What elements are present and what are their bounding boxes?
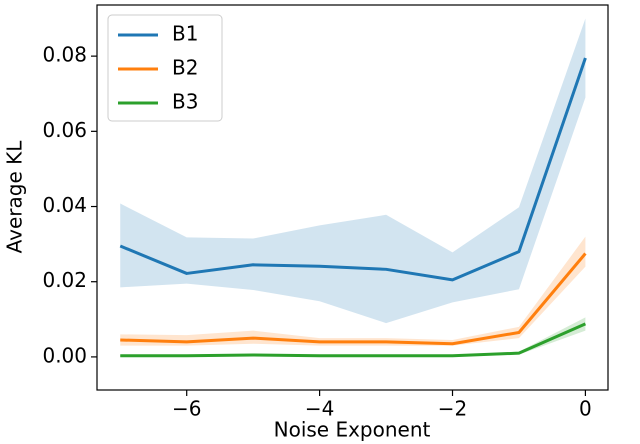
line [120,322,587,358]
y-tick-label: 0.00 [42,343,87,367]
x-axis-label: Noise Exponent [274,418,431,442]
x-tick-label: −6 [172,397,201,421]
y-tick-label: 0.04 [42,193,87,217]
legend-label: B2 [172,56,198,80]
legend-box [107,14,223,122]
line [119,57,587,282]
y-axis-label: Average KL [3,140,27,254]
x-tick-label: −4 [305,397,334,421]
plot-frame [96,4,609,391]
y-tick-label: 0.08 [42,43,87,67]
x-tick-label: −2 [438,397,467,421]
confidence-band [120,18,586,324]
y-tick-label: 0.02 [42,268,87,292]
legend-label: B3 [172,90,198,114]
legend-label: B1 [172,22,198,46]
y-tick-label: 0.06 [42,118,87,142]
line [120,252,587,346]
x-tick-label: 0 [579,397,592,421]
